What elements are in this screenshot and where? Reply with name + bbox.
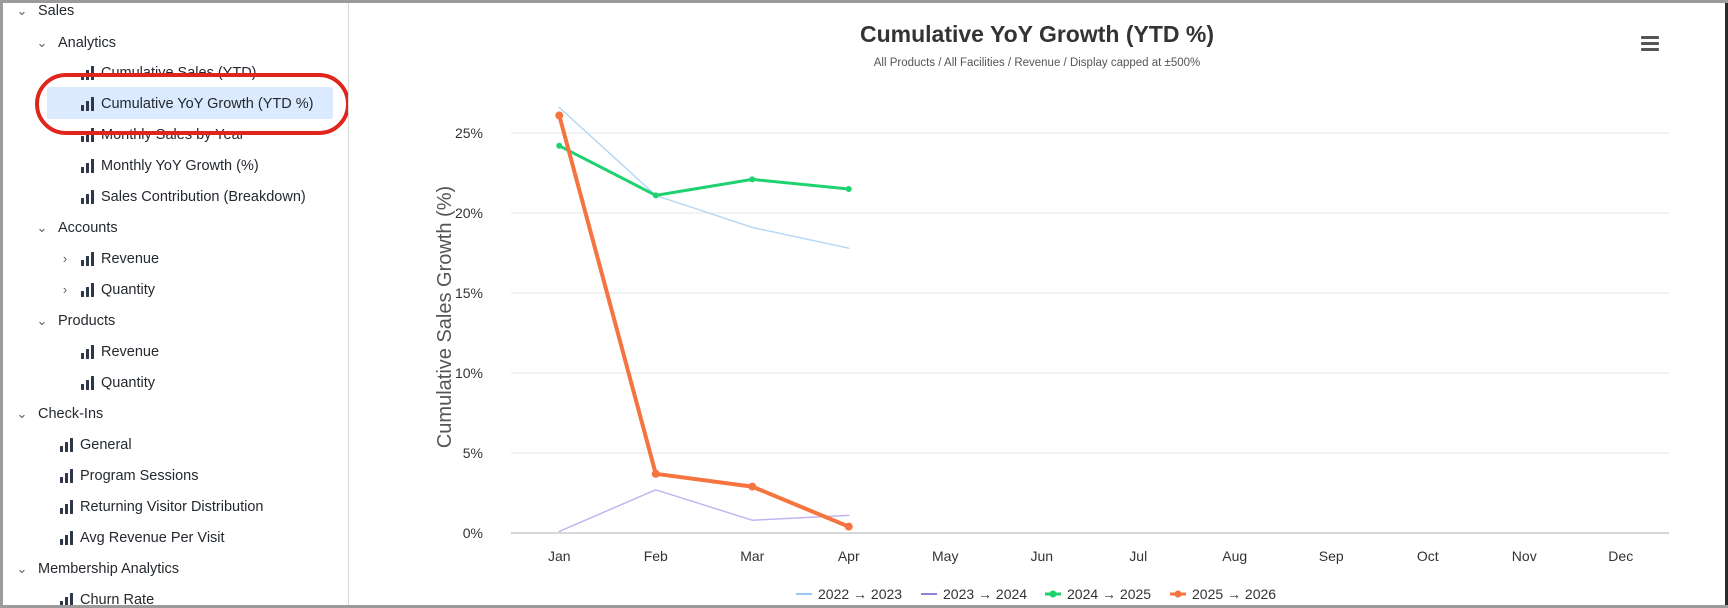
y-tick-label: 20% <box>455 205 483 221</box>
sidebar-nav: ⌄ Sales ⌄ Analytics Cumulative Sales (YT… <box>3 3 349 605</box>
sidebar-item-label: Sales Contribution (Breakdown) <box>101 189 306 205</box>
data-point <box>748 482 757 491</box>
bar-chart-icon <box>81 159 95 173</box>
bar-chart-icon <box>81 376 95 390</box>
sidebar-item-label: Quantity <box>101 282 155 298</box>
sidebar-group-label: Check-Ins <box>38 406 104 422</box>
sidebar-item-label: General <box>80 437 132 453</box>
chart-panel: Cumulative YoY Growth (YTD %) All Produc… <box>349 3 1725 605</box>
bar-chart-icon <box>60 438 74 452</box>
sidebar-item-label: Churn Rate <box>80 592 155 605</box>
chevron-down-icon: ⌄ <box>36 35 48 50</box>
bar-chart-icon <box>81 190 95 204</box>
data-point <box>845 186 852 192</box>
legend-label: 2023 → 2024 <box>943 586 1027 602</box>
x-tick-label: Feb <box>644 548 668 564</box>
hamburger-icon[interactable] <box>1639 33 1661 55</box>
legend-label: 2025 → 2026 <box>1192 586 1276 602</box>
data-point <box>556 142 563 149</box>
series-line <box>557 113 851 529</box>
data-point <box>749 176 756 183</box>
sidebar-item-label: Revenue <box>101 344 160 360</box>
sidebar-item-label: Returning Visitor Distribution <box>80 499 264 515</box>
x-tick-label: Apr <box>838 548 860 564</box>
line-chart: 0% 5% 10% 15% 20% 25% Jan Feb Mar Apr May Jun Jul Aug… <box>434 106 1669 602</box>
chevron-down-icon: ⌄ <box>36 313 48 328</box>
y-axis-title: Cumulative Sales Growth (%) <box>434 186 456 448</box>
y-tick-label: 25% <box>455 125 483 141</box>
x-tick-label: Nov <box>1512 548 1537 564</box>
bar-chart-icon <box>81 252 95 266</box>
x-tick-label: May <box>932 548 958 564</box>
chevron-right-icon: › <box>62 251 68 266</box>
legend-marker <box>1049 590 1057 598</box>
chevron-down-icon: ⌄ <box>16 3 28 18</box>
chevron-down-icon: ⌄ <box>16 406 28 421</box>
x-tick-label: Sep <box>1319 548 1344 564</box>
selected-item-highlight <box>47 87 333 119</box>
data-point <box>651 469 660 478</box>
sidebar-group-label: Membership Analytics <box>38 561 180 577</box>
legend-label: 2022 → 2023 <box>818 586 902 602</box>
sidebar-item-label: Cumulative YoY Growth (YTD %) <box>101 96 314 112</box>
y-tick-label: 15% <box>455 285 483 301</box>
y-tick-label: 10% <box>455 365 483 381</box>
bar-chart-icon <box>60 500 74 514</box>
sidebar-item-label: Quantity <box>101 375 155 391</box>
bar-chart-icon <box>81 66 95 80</box>
x-tick-label: Dec <box>1608 548 1633 564</box>
data-point <box>652 192 659 199</box>
sidebar-item-label: Avg Revenue Per Visit <box>80 530 225 546</box>
bar-chart-icon <box>81 345 95 359</box>
x-tick-label: Jul <box>1129 548 1147 564</box>
bar-chart-icon <box>60 531 74 545</box>
sidebar-item-label: Monthly YoY Growth (%) <box>101 158 259 174</box>
bar-chart-icon <box>60 593 74 605</box>
series-line <box>558 106 850 249</box>
x-tick-label: Mar <box>740 548 764 564</box>
sidebar-item-label: Revenue <box>101 251 160 267</box>
x-tick-label: Aug <box>1222 548 1247 564</box>
sidebar-item-label: Monthly Sales by Year <box>101 127 245 143</box>
chart-title: Cumulative YoY Growth (YTD %) <box>860 21 1214 47</box>
sidebar-group-label: Analytics <box>58 35 117 51</box>
series-line <box>557 144 851 197</box>
sidebar-group-label: Products <box>58 313 116 329</box>
legend-marker <box>1174 590 1182 598</box>
sidebar-item-label: Cumulative Sales (YTD) <box>101 65 257 81</box>
data-point <box>844 522 853 531</box>
data-point <box>555 111 564 120</box>
sidebar-item-label: Program Sessions <box>80 468 199 484</box>
chart-subtitle: All Products / All Facilities / Revenue … <box>873 57 1201 69</box>
x-tick-label: Jun <box>1030 548 1053 564</box>
bar-chart-icon <box>60 469 74 483</box>
bar-chart-icon <box>81 283 95 297</box>
chevron-down-icon: ⌄ <box>36 220 48 235</box>
sidebar-group-label: Sales <box>38 3 75 19</box>
y-tick-label: 0% <box>463 525 483 541</box>
chevron-right-icon: › <box>62 282 68 297</box>
sidebar-group-label: Accounts <box>58 220 118 236</box>
app-window: ⌄ Sales ⌄ Analytics Cumulative Sales (YT… <box>3 3 1728 605</box>
bar-chart-icon <box>81 128 95 142</box>
bar-chart-icon <box>81 97 95 111</box>
series-line <box>558 489 850 533</box>
y-tick-label: 5% <box>463 445 483 461</box>
x-tick-label: Oct <box>1417 548 1439 564</box>
x-tick-label: Jan <box>548 548 571 564</box>
legend-label: 2024 → 2025 <box>1067 586 1151 602</box>
chevron-down-icon: ⌄ <box>16 561 28 576</box>
